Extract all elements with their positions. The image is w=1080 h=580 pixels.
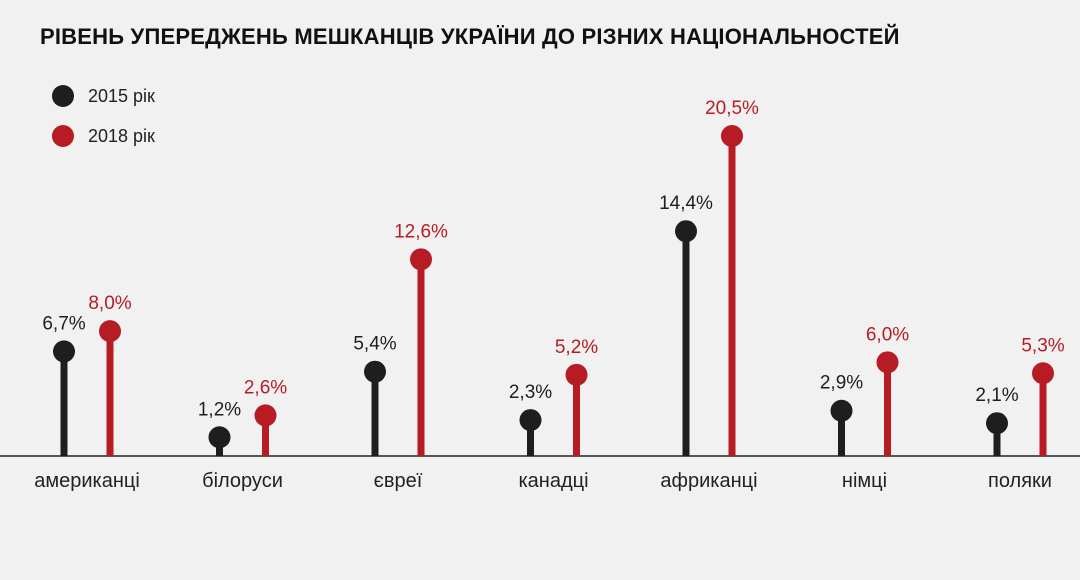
legend-label-2015: 2015 рік bbox=[88, 85, 155, 106]
legend-dot-2015-icon bbox=[52, 85, 74, 107]
legend-item-2018: 2018 рік bbox=[52, 124, 155, 148]
point-2018-4 bbox=[721, 125, 743, 147]
category-label-2: євреї bbox=[374, 470, 423, 492]
value-label-2015-0: 6,7% bbox=[42, 313, 85, 334]
point-2015-4 bbox=[675, 220, 697, 243]
point-2015-0 bbox=[53, 340, 75, 363]
value-label-2018-6: 5,3% bbox=[1021, 335, 1064, 356]
value-label-2018-1: 2,6% bbox=[244, 377, 287, 398]
category-label-1: білоруси bbox=[202, 470, 283, 492]
category-label-4: африканці bbox=[660, 470, 757, 492]
point-2018-2 bbox=[410, 248, 432, 271]
point-2015-6 bbox=[986, 412, 1008, 435]
value-label-2015-6: 2,1% bbox=[975, 385, 1018, 406]
value-label-2015-5: 2,9% bbox=[820, 373, 863, 394]
point-2018-0 bbox=[99, 320, 121, 343]
point-2015-5 bbox=[830, 399, 853, 422]
legend-item-2015: 2015 рік bbox=[52, 84, 155, 108]
point-2018-1 bbox=[254, 404, 277, 427]
category-label-5: німці bbox=[842, 470, 887, 492]
point-2018-5 bbox=[876, 351, 899, 374]
value-label-2018-4: 20,5% bbox=[705, 98, 759, 119]
category-label-3: канадці bbox=[518, 470, 588, 492]
point-2015-1 bbox=[208, 426, 231, 449]
value-label-2015-4: 14,4% bbox=[659, 193, 713, 214]
value-label-2018-5: 6,0% bbox=[866, 324, 909, 345]
chart-title: РІВЕНЬ УПЕРЕДЖЕНЬ МЕШКАНЦІВ УКРАЇНИ ДО Р… bbox=[40, 24, 900, 49]
value-label-2015-3: 2,3% bbox=[509, 382, 552, 403]
value-label-2018-3: 5,2% bbox=[555, 337, 598, 358]
value-label-2018-2: 12,6% bbox=[394, 221, 448, 242]
value-label-2018-0: 8,0% bbox=[88, 293, 131, 314]
point-2018-6 bbox=[1032, 362, 1054, 385]
point-2018-3 bbox=[565, 363, 588, 386]
legend-dot-2018-icon bbox=[52, 125, 74, 147]
category-label-0: американці bbox=[34, 470, 140, 492]
value-label-2015-1: 1,2% bbox=[198, 399, 241, 420]
point-2015-3 bbox=[519, 409, 542, 432]
point-2015-2 bbox=[364, 360, 386, 383]
legend-label-2018: 2018 рік bbox=[88, 125, 155, 146]
category-label-6: поляки bbox=[988, 470, 1052, 492]
value-label-2015-2: 5,4% bbox=[353, 334, 396, 355]
